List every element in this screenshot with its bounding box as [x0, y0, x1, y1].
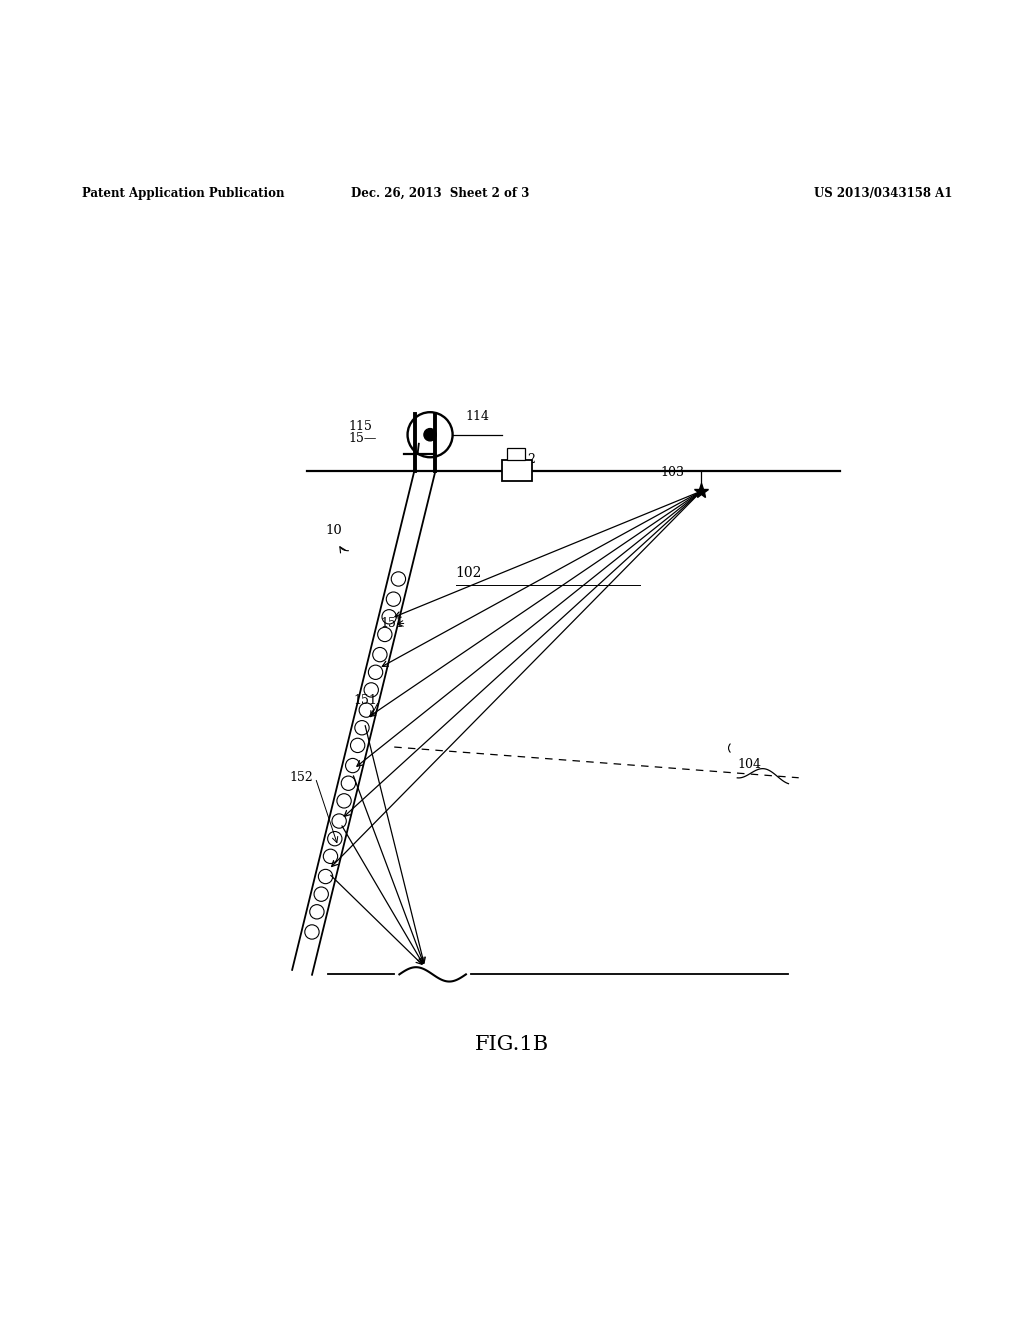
Text: 151: 151 — [353, 694, 377, 708]
Bar — [507, 447, 525, 461]
Circle shape — [373, 647, 387, 661]
Text: Dec. 26, 2013  Sheet 2 of 3: Dec. 26, 2013 Sheet 2 of 3 — [351, 187, 529, 199]
Text: US 2013/0343158 A1: US 2013/0343158 A1 — [814, 187, 952, 199]
Circle shape — [309, 904, 324, 919]
Circle shape — [314, 887, 329, 902]
Text: 15—: 15— — [348, 433, 377, 445]
Circle shape — [337, 793, 351, 808]
Circle shape — [391, 572, 406, 586]
Circle shape — [359, 704, 374, 717]
Text: 103: 103 — [660, 466, 684, 479]
Text: 114: 114 — [466, 409, 489, 422]
Circle shape — [424, 429, 436, 441]
Text: 152: 152 — [290, 771, 313, 784]
Bar — [502, 461, 532, 480]
Text: 12: 12 — [520, 453, 537, 466]
Text: 115: 115 — [348, 420, 372, 433]
Circle shape — [332, 814, 346, 828]
Text: Patent Application Publication: Patent Application Publication — [82, 187, 285, 199]
Circle shape — [369, 665, 383, 680]
Text: 104: 104 — [737, 758, 761, 771]
Circle shape — [365, 682, 379, 697]
Circle shape — [386, 591, 400, 606]
Circle shape — [328, 832, 342, 846]
Circle shape — [318, 870, 333, 883]
Circle shape — [305, 925, 319, 939]
Text: 102: 102 — [456, 566, 482, 579]
Circle shape — [378, 627, 392, 642]
Text: FIG.1B: FIG.1B — [475, 1035, 549, 1053]
Text: 10: 10 — [326, 524, 342, 537]
Circle shape — [382, 610, 396, 624]
Circle shape — [341, 776, 355, 791]
Circle shape — [345, 759, 359, 772]
Circle shape — [354, 721, 369, 735]
Text: 151: 151 — [381, 616, 404, 630]
Circle shape — [350, 738, 365, 752]
Circle shape — [324, 849, 338, 863]
